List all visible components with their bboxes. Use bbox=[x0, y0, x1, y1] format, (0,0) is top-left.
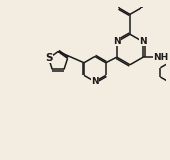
Text: S: S bbox=[45, 53, 52, 63]
Text: NH: NH bbox=[153, 53, 168, 62]
Text: N: N bbox=[91, 77, 99, 86]
Text: N: N bbox=[113, 37, 121, 46]
Text: N: N bbox=[139, 37, 147, 46]
